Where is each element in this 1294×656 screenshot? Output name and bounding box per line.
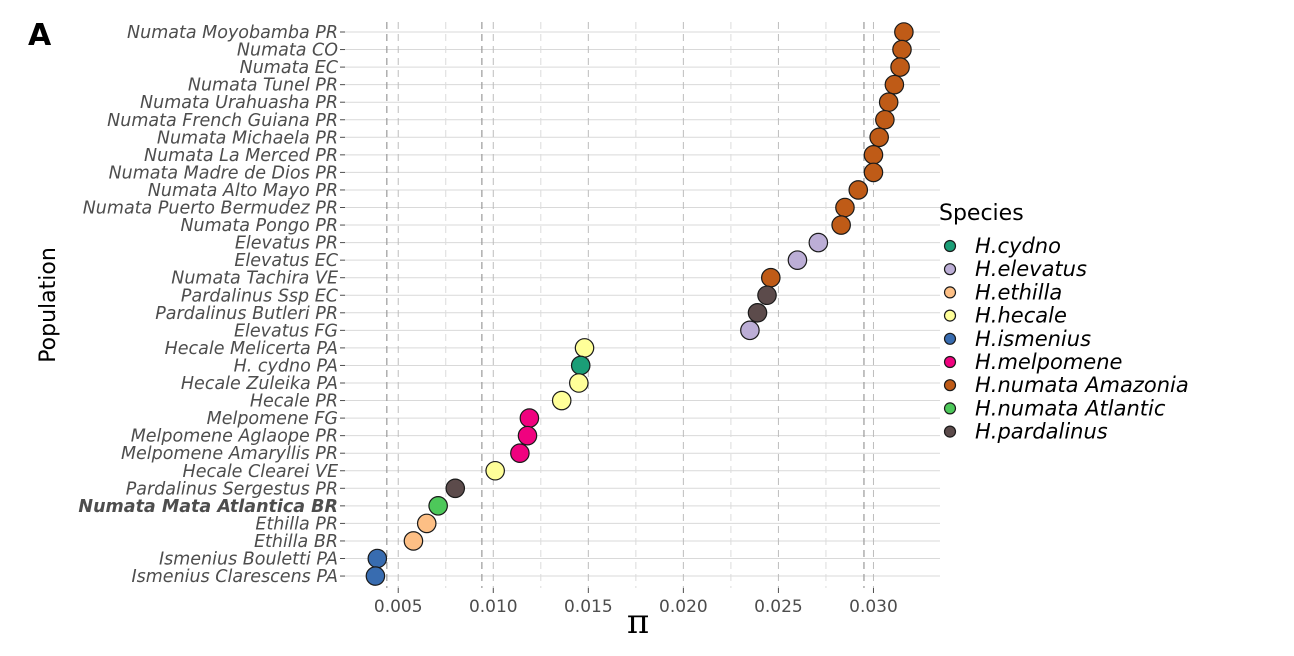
data-point bbox=[445, 478, 466, 499]
data-point bbox=[367, 548, 388, 569]
y-tick-label: Melpomene Aglaope PR bbox=[131, 427, 338, 447]
data-point bbox=[831, 215, 851, 235]
y-tick-label: Hecale Zuleika PA bbox=[181, 374, 338, 394]
legend-swatch bbox=[943, 309, 957, 322]
data-points bbox=[365, 22, 914, 586]
y-tick-label: Numata CO bbox=[237, 41, 338, 61]
legend-swatch bbox=[943, 332, 957, 345]
y-tick-label: Melpomene FG bbox=[207, 409, 338, 429]
y-tick-label: Numata Madre de Dios PR bbox=[109, 163, 338, 183]
y-tick-label: Numata Tunel PR bbox=[188, 76, 338, 96]
legend-label: H.ethilla bbox=[975, 280, 1062, 304]
legend-label: H.melpomene bbox=[975, 350, 1122, 374]
x-axis-title: π bbox=[627, 602, 649, 642]
data-point bbox=[485, 460, 505, 481]
legend-swatch bbox=[943, 239, 957, 253]
legend-label: H.hecale bbox=[975, 304, 1067, 328]
data-point bbox=[740, 320, 760, 341]
x-tick-label: 0.010 bbox=[469, 597, 518, 617]
legend-swatch bbox=[943, 286, 957, 299]
data-point bbox=[517, 425, 538, 446]
y-tick-label: Ethilla PR bbox=[255, 514, 338, 534]
y-tick-label: Melpomene Amaryllis PR bbox=[121, 444, 338, 464]
data-point bbox=[863, 162, 884, 183]
legend-swatch bbox=[943, 402, 957, 415]
data-point bbox=[808, 232, 829, 253]
legend-swatch bbox=[943, 263, 957, 276]
data-point bbox=[569, 373, 589, 393]
data-point bbox=[875, 109, 895, 130]
x-axis-ticks: 0.005 0.010 0.015 0.020 0.025 0.030 bbox=[374, 588, 898, 617]
y-tick-label: Numata French Guiana PR bbox=[107, 111, 338, 131]
data-point bbox=[570, 355, 591, 376]
y-tick-label: Numata Alto Mayo PR bbox=[148, 181, 338, 201]
y-tick-label: Numata Michaela PR bbox=[157, 128, 338, 148]
data-point bbox=[848, 180, 869, 200]
x-tick-label: 0.030 bbox=[849, 597, 898, 617]
y-tick-label: Numata Moyobamba PR bbox=[127, 23, 338, 43]
data-point bbox=[428, 496, 448, 516]
legend-label: H.elevatus bbox=[975, 257, 1087, 281]
data-point bbox=[416, 513, 437, 534]
y-axis-title: Population bbox=[36, 247, 61, 363]
y-tick-label: Pardalinus Ssp EC bbox=[181, 286, 339, 306]
panel-label: A bbox=[28, 18, 52, 53]
legend-swatch bbox=[943, 355, 957, 369]
legend-swatch bbox=[943, 425, 957, 438]
data-point bbox=[403, 531, 424, 551]
y-tick-label: Numata Puerto Bermudez PR bbox=[83, 199, 338, 219]
data-point bbox=[892, 39, 912, 60]
y-tick-label: Ethilla BR bbox=[254, 532, 338, 552]
y-tick-label: Elevatus PR bbox=[235, 234, 338, 254]
data-point bbox=[863, 145, 884, 165]
data-point bbox=[835, 197, 855, 218]
y-tick-label: Pardalinus Butleri PR bbox=[155, 304, 338, 324]
y-tick-label: Numata Urahuasha PR bbox=[140, 93, 338, 113]
data-point bbox=[869, 127, 889, 148]
y-tick-label: Numata Tachira VE bbox=[171, 269, 339, 289]
grid bbox=[345, 22, 940, 588]
data-point bbox=[761, 267, 781, 288]
y-tick-label: Hecale Clearei VE bbox=[183, 462, 339, 482]
data-point bbox=[884, 74, 905, 95]
y-tick-label: H. cydno PA bbox=[234, 356, 338, 376]
data-point bbox=[787, 250, 808, 270]
data-point bbox=[551, 390, 572, 411]
legend-label: H.numata Atlantic bbox=[975, 396, 1166, 420]
x-tick-label: 0.015 bbox=[564, 597, 613, 617]
data-point bbox=[757, 285, 777, 306]
legend-label: H.numata Amazonia bbox=[975, 373, 1189, 397]
legend-title: Species bbox=[939, 201, 1024, 226]
y-tick-label: Elevatus FG bbox=[234, 321, 338, 341]
y-tick-label: Elevatus EC bbox=[234, 251, 338, 271]
data-point bbox=[747, 302, 768, 323]
data-point bbox=[878, 92, 899, 112]
legend-swatch bbox=[943, 379, 957, 392]
y-tick-label: Hecale Melicerta PA bbox=[165, 339, 338, 359]
legend-label: H.cydno bbox=[975, 234, 1061, 258]
x-tick-label: 0.020 bbox=[659, 597, 708, 617]
y-tick-label: Numata La Merced PR bbox=[144, 146, 338, 166]
data-point bbox=[519, 408, 540, 428]
y-tick-label: Hecale PR bbox=[250, 392, 338, 412]
y-tick-label: Numata Mata Atlantica BR bbox=[78, 497, 338, 517]
y-tick-label: Ismenius Bouletti PA bbox=[159, 550, 338, 570]
data-point bbox=[890, 57, 910, 77]
x-tick-label: 0.025 bbox=[754, 597, 803, 617]
data-point bbox=[365, 566, 386, 586]
y-tick-label: Numata EC bbox=[240, 58, 339, 78]
y-tick-label: Ismenius Clarescens PA bbox=[131, 567, 338, 587]
legend-label: H.pardalinus bbox=[975, 420, 1108, 444]
y-tick-label: Pardalinus Sergestus PR bbox=[126, 479, 338, 499]
y-tick-label: Numata Pongo PR bbox=[180, 216, 338, 236]
legend: Species H.cydnoH.elevatusH.ethillaH.heca… bbox=[939, 201, 1189, 444]
data-point bbox=[574, 338, 595, 358]
data-point bbox=[894, 22, 914, 42]
x-tick-label: 0.005 bbox=[374, 597, 423, 617]
data-point bbox=[510, 443, 530, 463]
legend-label: H.ismenius bbox=[975, 327, 1091, 351]
